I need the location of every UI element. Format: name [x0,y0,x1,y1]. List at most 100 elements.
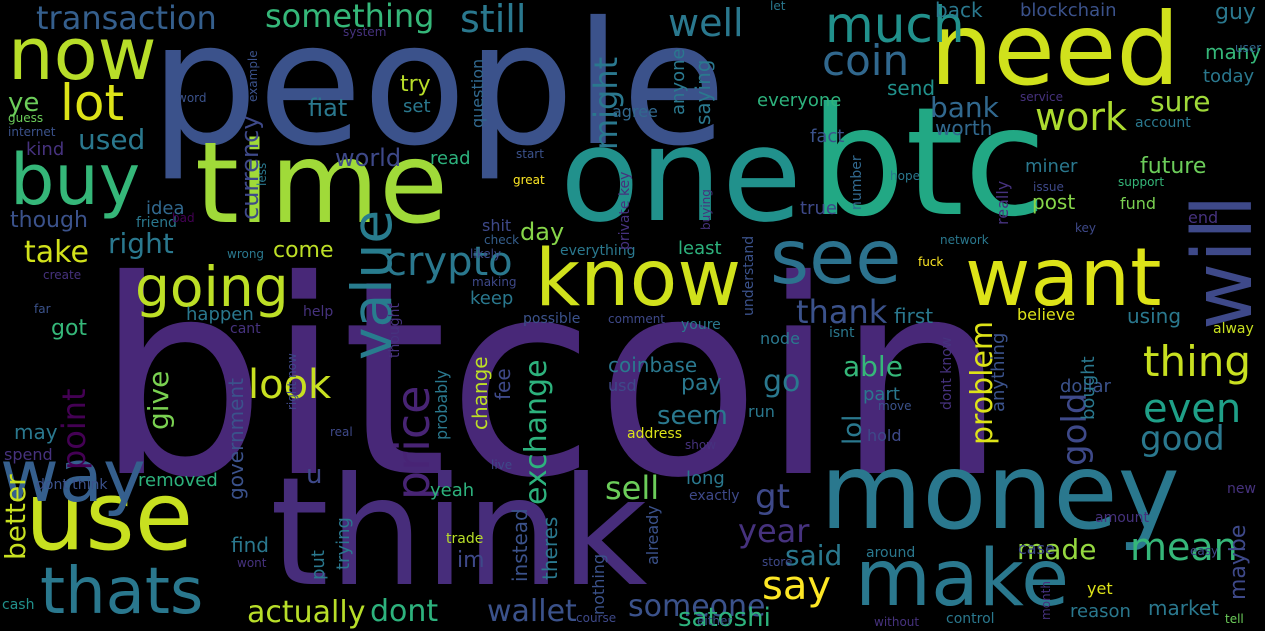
word: wont [237,556,267,570]
word: see [770,213,902,301]
word: go [763,364,801,399]
word: less [255,162,269,186]
word: fee [491,368,515,400]
word: node [760,329,800,348]
word: guess [8,111,44,125]
word: cash [2,597,35,613]
word: sure [1150,85,1211,118]
word: dont [370,594,439,629]
word: using [1127,304,1182,328]
word: let [770,0,786,13]
word: private key [617,171,633,250]
word: account [1135,115,1191,131]
word: take [24,235,89,270]
word: try [400,72,431,97]
word: fund [1120,194,1157,213]
word: user [1235,41,1262,55]
word: isnt [829,325,855,341]
word: buying [699,189,713,230]
word: support [1118,175,1165,189]
word: need [930,0,1180,108]
word: trying [333,517,354,570]
word: lot [60,74,125,132]
word: read [430,148,471,169]
word: make [855,534,1070,624]
word: coinbase [608,353,698,377]
word: instead [508,508,532,582]
word: internet [8,125,56,139]
word: yeah [430,480,475,501]
word: help [303,304,334,320]
word: issue [1033,180,1064,194]
word: may [14,420,58,444]
word: btc [810,76,1047,250]
word: everyone [757,90,842,111]
word: bitcoin [95,222,1008,537]
word: already [643,505,662,565]
word: fiat [308,94,348,122]
word: today [1203,66,1255,87]
word: wallet [487,594,577,629]
word: dont think [36,477,108,493]
word: bank [930,91,999,124]
word: point [55,388,93,470]
word: im [457,548,485,573]
word: people [150,0,727,184]
word: able [843,350,903,383]
word: crypto [385,239,513,285]
word: still [460,0,527,41]
word: tell [1225,612,1244,626]
word: world [335,144,402,172]
word: saying [691,59,715,125]
word: bad [172,211,195,225]
word: future [1140,154,1207,179]
word: thought [387,302,403,358]
word: change [468,356,492,430]
word: miner [1025,156,1078,177]
word: key [1075,221,1097,235]
word: theres [538,516,562,580]
word: exactly [689,488,740,504]
word: buy [10,139,141,221]
word: start [516,147,544,161]
word: sell [605,469,660,507]
word: blockchain [1020,0,1117,21]
word: want [965,231,1162,324]
word: now [8,12,157,96]
word: market [1148,596,1219,620]
word: word [177,91,207,105]
word: course [576,611,617,625]
word: set [403,96,431,117]
word: send [887,76,936,100]
word: though [10,208,88,233]
word: actually [247,595,366,630]
word: without [874,615,920,629]
word: hope [890,169,920,183]
word: question [468,58,487,128]
word: idea [146,198,185,219]
word: run [748,402,775,421]
word: anything [988,332,1009,412]
word: really [993,180,1012,225]
word: good [1140,419,1225,459]
word: ye [8,88,40,118]
word: removed [138,470,218,491]
word: agree [612,102,658,121]
word: right now [285,353,299,410]
word: dont know [939,336,955,410]
word: spend [4,445,53,464]
word: show [685,438,717,452]
word: least [678,238,722,259]
word: number [849,155,865,210]
word: lol [838,414,868,445]
word: government [224,378,248,500]
word: mean [1130,525,1238,569]
word: seem [657,401,728,431]
word: easy [1190,544,1219,558]
word: worth [935,116,993,140]
word: understand [741,235,757,316]
word: coin [822,36,910,85]
word: even [1143,386,1242,432]
word: used [78,123,146,156]
